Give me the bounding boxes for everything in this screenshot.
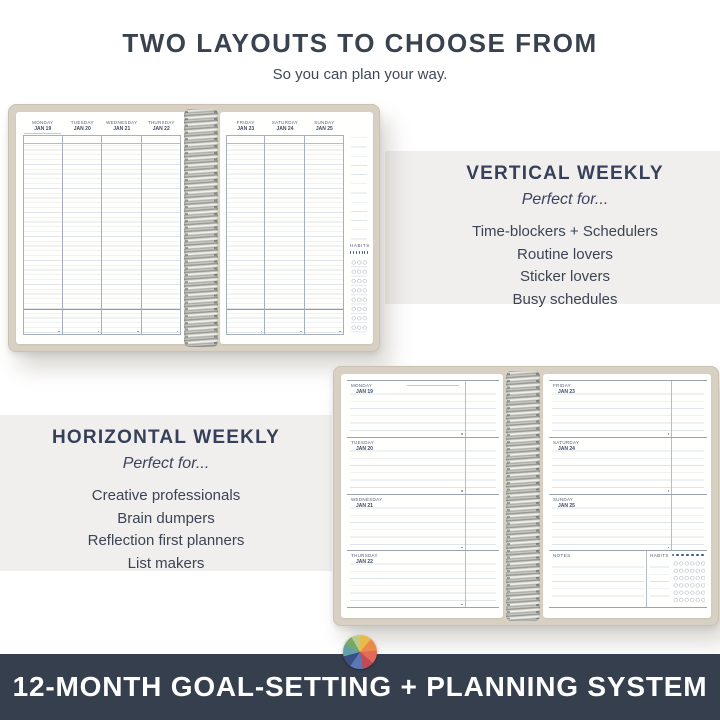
sidebar-ruled-lines [351, 129, 367, 241]
day-column: SUNDAY JAN 25 [304, 119, 344, 335]
feature-item: Routine lovers [517, 245, 613, 263]
habit-dot [701, 553, 704, 557]
habit-dot [691, 553, 695, 557]
banner-text: 12-MONTH GOAL-SETTING + PLANNING SYSTEM [12, 671, 708, 702]
day-column: SATURDAY JAN 24 [265, 119, 305, 335]
vertical-weekly-tagline: Perfect for... [521, 191, 609, 208]
planner-right-page: FRIDAY JAN 23 SATURDAY JAN 24 SUNDAY JAN 25 H… [220, 112, 373, 344]
habits-label: HABITS [350, 243, 370, 248]
feature-item: Reflection first planners [87, 532, 245, 549]
horizontal-weekly-feature-list: Creative professionals Brain dumpers Refle… [12, 485, 320, 575]
vertical-weekly-info: VERTICAL WEEKLY Perfect for... Time-bloc… [420, 163, 710, 311]
habit-dot [367, 251, 369, 254]
notes-habits-block: NOTES HABITS [549, 550, 707, 607]
color-wheel-icon [343, 635, 377, 669]
habit-tracker-sidebar: HABITS [349, 119, 370, 335]
day-row: FRIDAY JAN 23 [549, 380, 707, 437]
notes-label: NOTES [553, 553, 571, 559]
day-row: MONDAY JAN 19 [347, 380, 499, 437]
habit-dot [681, 553, 685, 557]
day-column: FRIDAY JAN 23 [226, 119, 266, 335]
weekday-columns: MONDAY JAN 19 TUESDAY JAN 20 WEDNESDAY JAN 21… [23, 119, 181, 335]
day-column: MONDAY JAN 19 [23, 119, 63, 335]
feature-item: List makers [127, 554, 205, 572]
weekend-columns: FRIDAY JAN 23 SATURDAY JAN 24 SUNDAY JAN 25 [226, 119, 344, 335]
vertical-weekly-heading: VERTICAL WEEKLY [466, 163, 664, 184]
habit-dot [676, 553, 680, 557]
feature-item: Sticker lovers [519, 268, 611, 285]
page-subtitle: So you can plan your way. [272, 66, 448, 83]
feature-item: Creative professionals [91, 487, 241, 504]
habit-dot [361, 251, 363, 254]
horizontal-weekly-info: HORIZONTAL WEEKLY Perfect for... Creativ… [12, 427, 320, 575]
habit-circle-grid [673, 560, 705, 604]
quote-placeholder [407, 385, 460, 386]
habit-day-dots [671, 553, 704, 557]
day-row: TUESDAY JAN 20 [347, 436, 499, 494]
habit-dot [671, 553, 675, 557]
section-divider [646, 551, 648, 607]
habits-label: HABITS [650, 553, 669, 559]
vertical-section-background-band [385, 151, 720, 304]
spiral-binding-icon [184, 109, 218, 347]
horizontal-weekly-heading: HORIZONTAL WEEKLY [52, 427, 280, 448]
feature-item: Brain dumpers [117, 509, 215, 527]
habits-ruled-lines [650, 560, 670, 603]
day-row: SUNDAY JAN 25 [549, 493, 707, 551]
planner-left-page: MONDAY JAN 19 TUESDAY JAN 20 WEDNESDAY JAN 21… [16, 112, 186, 344]
vertical-weekly-feature-list: Time-blockers + Schedulers Routine lovers… [420, 221, 710, 311]
habit-dot [349, 251, 351, 254]
header: TWO LAYOUTS TO CHOOSE FROM So you can pl… [0, 28, 720, 83]
day-row: SATURDAY JAN 24 [549, 436, 707, 494]
page-title: TWO LAYOUTS TO CHOOSE FROM [122, 28, 598, 58]
spiral-binding-icon [506, 371, 540, 621]
habit-dot [686, 553, 690, 557]
feature-item: Time-blockers + Schedulers [472, 223, 658, 240]
horizontal-section-background-band [0, 415, 332, 571]
planner-right-page: FRIDAY JAN 23 SATURDAY JAN 24 SUNDAY JAN 25 N… [543, 374, 711, 618]
planner-left-page: MONDAY JAN 19 TUESDAY JAN 20 WEDNESDAY JAN 21… [341, 374, 503, 618]
habit-dot [696, 553, 700, 557]
day-row: WEDNESDAY JAN 21 [347, 493, 499, 551]
day-column: TUESDAY JAN 20 [62, 119, 102, 335]
bottom-banner: 12-MONTH GOAL-SETTING + PLANNING SYSTEM [0, 654, 720, 720]
day-row: THURSDAY JAN 22 [347, 550, 499, 607]
horizontal-weekly-tagline: Perfect for... [122, 455, 210, 472]
habit-day-dots [349, 251, 369, 254]
day-column: WEDNESDAY JAN 21 [102, 119, 142, 335]
day-column: THURSDAY JAN 22 [141, 119, 181, 335]
feature-item: Busy schedules [512, 290, 618, 308]
weekend-rows: FRIDAY JAN 23 SATURDAY JAN 24 SUNDAY JAN 25 N… [549, 380, 707, 608]
habit-dot [355, 251, 357, 254]
horizontal-weekly-planner-photo: MONDAY JAN 19 TUESDAY JAN 20 WEDNESDAY JAN 21… [333, 366, 719, 626]
vertical-weekly-planner-photo: MONDAY JAN 19 TUESDAY JAN 20 WEDNESDAY JAN 21… [8, 104, 380, 352]
habit-dot [352, 251, 354, 254]
weekday-rows: MONDAY JAN 19 TUESDAY JAN 20 WEDNESDAY JAN 21… [347, 380, 499, 608]
habit-circle-rows [351, 258, 367, 335]
notes-ruled-lines [552, 560, 644, 603]
habit-dot [358, 251, 360, 254]
habit-dot [364, 251, 366, 254]
